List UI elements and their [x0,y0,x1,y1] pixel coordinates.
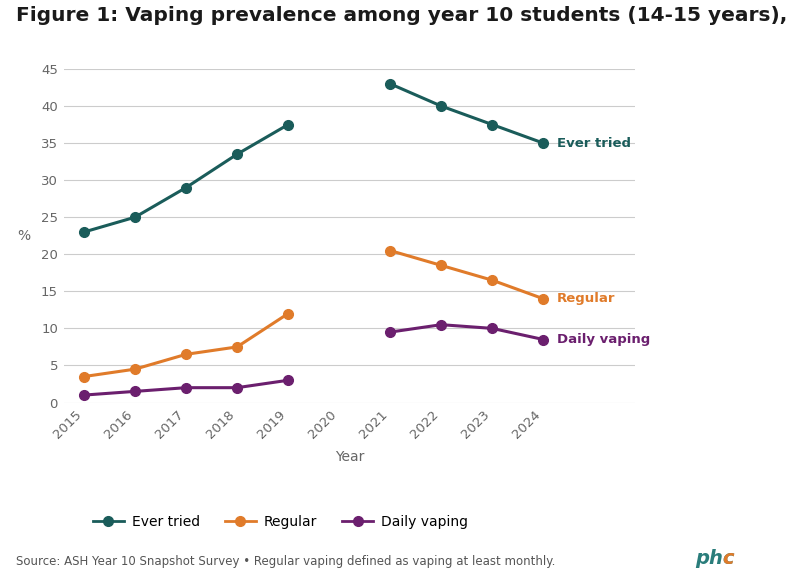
Y-axis label: %: % [17,229,31,243]
Text: Source: ASH Year 10 Snapshot Survey • Regular vaping defined as vaping at least : Source: ASH Year 10 Snapshot Survey • Re… [16,555,555,568]
X-axis label: Year: Year [335,450,364,463]
Text: Ever tried: Ever tried [557,137,631,150]
Legend: Ever tried, Regular, Daily vaping: Ever tried, Regular, Daily vaping [87,509,474,535]
Text: Regular: Regular [557,292,615,305]
Text: Figure 1: Vaping prevalence among year 10 students (14-15 years), 2015-2024: Figure 1: Vaping prevalence among year 1… [16,6,794,25]
Text: c: c [723,549,734,568]
Text: Daily vaping: Daily vaping [557,333,650,346]
Text: phc: phc [695,549,734,568]
